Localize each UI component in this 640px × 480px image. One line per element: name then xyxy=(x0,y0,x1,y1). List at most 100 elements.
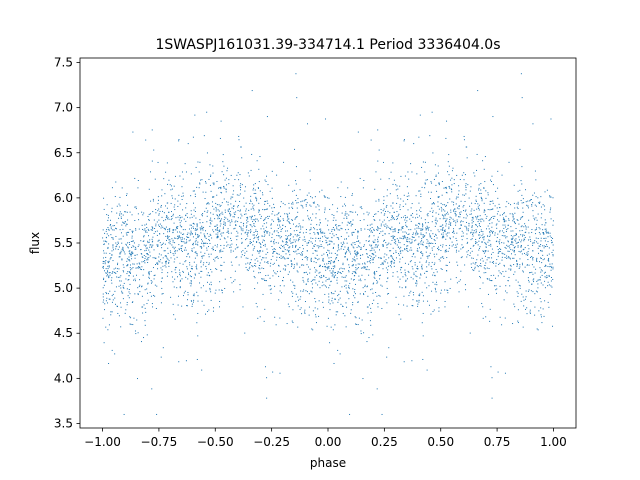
data-point xyxy=(252,208,254,210)
data-point xyxy=(218,187,220,189)
data-point xyxy=(429,233,431,235)
data-point xyxy=(366,269,368,271)
data-point xyxy=(551,286,553,288)
data-point xyxy=(371,249,373,251)
data-point xyxy=(501,242,503,244)
data-point xyxy=(388,293,390,295)
data-point xyxy=(164,243,166,245)
data-point xyxy=(145,311,147,313)
data-point xyxy=(373,235,375,237)
data-point xyxy=(359,220,361,221)
data-point xyxy=(148,219,150,221)
data-point xyxy=(146,292,148,294)
data-point xyxy=(499,230,501,232)
data-point xyxy=(540,257,542,259)
data-point xyxy=(111,250,113,252)
data-point xyxy=(153,278,155,280)
data-point xyxy=(412,234,414,236)
data-point xyxy=(283,276,284,278)
data-point xyxy=(437,172,439,174)
data-point xyxy=(239,200,241,202)
data-point xyxy=(118,203,120,205)
data-point xyxy=(270,259,272,261)
data-point xyxy=(298,234,300,236)
data-point xyxy=(471,257,473,259)
data-point xyxy=(141,295,143,297)
data-point xyxy=(463,205,465,207)
data-point xyxy=(445,223,447,225)
data-point xyxy=(102,301,104,303)
data-point xyxy=(469,332,471,334)
data-point xyxy=(489,200,491,202)
data-point xyxy=(453,201,455,203)
data-point xyxy=(462,246,464,248)
data-point xyxy=(431,249,433,251)
data-point xyxy=(348,287,350,289)
data-point xyxy=(435,212,437,214)
data-point xyxy=(369,320,371,322)
data-point xyxy=(451,241,453,243)
data-point xyxy=(224,238,226,240)
data-point xyxy=(214,244,216,246)
data-point xyxy=(184,242,186,244)
data-point xyxy=(354,289,356,290)
data-point xyxy=(492,230,494,232)
data-point xyxy=(347,292,349,294)
data-point xyxy=(399,251,401,253)
data-point xyxy=(226,241,228,243)
data-point xyxy=(361,208,363,210)
data-point xyxy=(363,267,365,269)
data-point xyxy=(129,293,131,295)
data-point xyxy=(421,243,423,245)
data-point xyxy=(467,230,469,232)
data-point xyxy=(391,217,393,219)
data-point xyxy=(385,259,387,261)
data-point xyxy=(441,214,443,216)
data-point xyxy=(504,224,506,226)
data-point xyxy=(542,308,544,310)
data-point xyxy=(106,275,108,277)
data-point xyxy=(552,237,554,239)
data-point xyxy=(170,252,172,254)
data-point xyxy=(393,179,395,181)
data-point xyxy=(505,270,507,272)
data-point xyxy=(377,160,379,162)
data-point xyxy=(293,230,295,232)
data-point xyxy=(219,215,221,217)
data-point xyxy=(264,279,266,281)
data-point xyxy=(206,152,208,154)
data-point xyxy=(162,293,164,295)
data-point xyxy=(214,249,216,251)
data-point xyxy=(224,216,226,218)
data-point xyxy=(257,187,259,189)
data-point xyxy=(487,235,489,237)
data-point xyxy=(541,274,543,276)
data-point xyxy=(547,259,549,261)
data-point xyxy=(179,216,181,218)
data-point xyxy=(198,235,200,237)
data-point xyxy=(117,241,119,243)
data-point xyxy=(333,276,335,278)
data-point xyxy=(355,323,357,325)
data-point xyxy=(222,228,224,230)
data-point xyxy=(182,295,184,297)
data-point xyxy=(133,263,135,265)
data-point xyxy=(261,192,263,194)
data-point xyxy=(517,246,519,248)
data-point xyxy=(203,245,205,247)
data-point xyxy=(137,213,139,215)
data-point xyxy=(187,299,189,301)
data-point xyxy=(204,210,206,212)
data-point xyxy=(427,213,429,215)
data-point xyxy=(265,275,267,277)
data-point xyxy=(122,249,124,251)
data-point xyxy=(458,190,460,192)
data-point xyxy=(244,213,246,215)
data-point xyxy=(475,241,477,243)
data-point xyxy=(109,290,111,292)
data-point xyxy=(263,236,265,237)
data-point xyxy=(193,277,195,279)
data-point xyxy=(535,268,537,270)
data-point xyxy=(419,295,421,297)
data-point xyxy=(477,254,479,256)
